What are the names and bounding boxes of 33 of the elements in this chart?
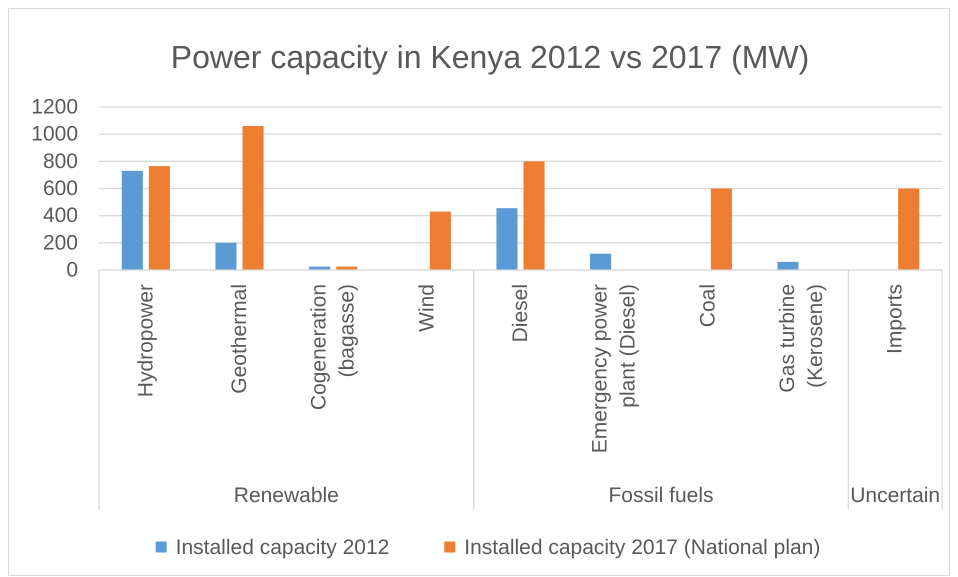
legend-label: Installed capacity 2012 xyxy=(176,536,390,558)
bar xyxy=(710,188,732,270)
text: Fossil fuels xyxy=(608,484,714,506)
y-tick-label: 1200 xyxy=(31,96,78,118)
x-tick-label: Geothermal xyxy=(228,284,251,394)
y-tick-label: 0 xyxy=(66,258,78,282)
y-tick-label: 600 xyxy=(42,177,78,200)
chart-title: Power capacity in Kenya 2012 vs 2017 (MW) xyxy=(170,39,810,75)
x-tick-label: Diesel xyxy=(509,284,532,342)
x-tick-label: Gas turbine (Kerosene) xyxy=(776,284,827,393)
bar xyxy=(777,262,799,270)
x-tick-label: Coal xyxy=(696,284,720,328)
x-tick-label: Wind xyxy=(415,284,438,332)
bar xyxy=(215,242,237,270)
y-tick-label: 1000 xyxy=(31,122,78,146)
legend-label: Installed capacity 2017 (National plan) xyxy=(464,536,820,558)
y-tick-label: 200 xyxy=(42,231,78,254)
bar xyxy=(523,161,545,270)
bar xyxy=(242,126,264,270)
bar xyxy=(898,188,920,270)
y-tick-label: 400 xyxy=(42,204,78,228)
bar xyxy=(590,254,612,270)
x-tick-label: Emergency power plant (Diesel) xyxy=(588,284,640,454)
bar xyxy=(496,208,518,270)
y-tick-label: 800 xyxy=(42,150,78,173)
x-tick-label: Imports xyxy=(884,284,907,354)
text: Renewable xyxy=(234,484,339,506)
x-tick-label: Cogeneration (bagasse) xyxy=(308,284,359,410)
bar xyxy=(122,170,143,270)
text: Uncertain xyxy=(850,484,940,506)
x-tick-label: Hydropower xyxy=(134,284,158,398)
bar xyxy=(430,212,451,270)
bar xyxy=(148,166,170,270)
